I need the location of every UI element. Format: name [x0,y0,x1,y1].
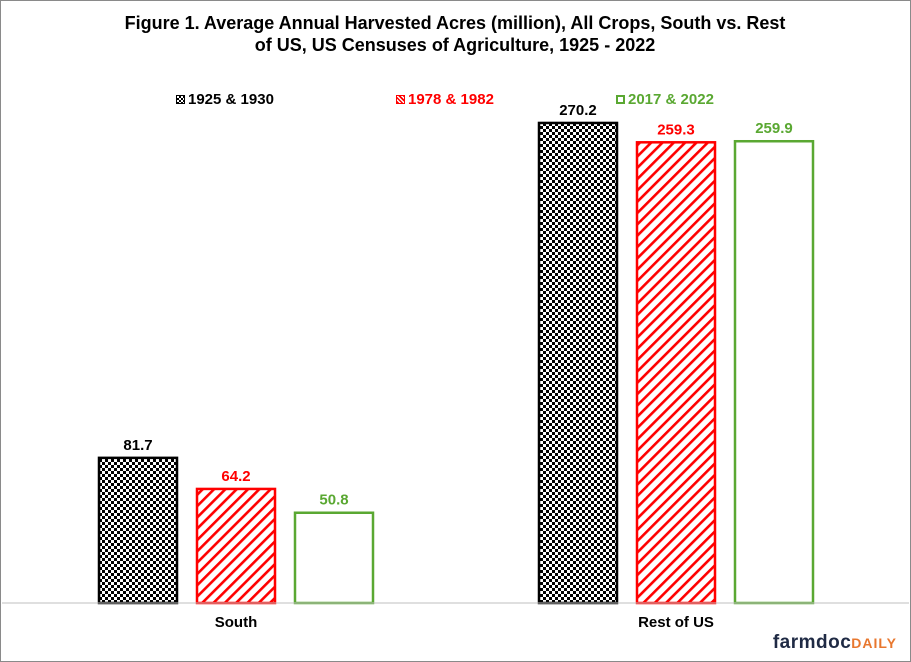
brand-name: farmdoc [772,632,852,653]
chart-title-line-1: Figure 1. Average Annual Harvested Acres… [124,13,786,33]
legend-label-2017-2022: 2017 & 2022 [628,91,714,108]
data-label-south-1978-1982: 64.2 [221,468,250,485]
data-label-rest-of-us-2017-2022: 259.9 [755,120,793,137]
bar-rest-of-us-1978-1982 [635,141,717,605]
x-tick-label-south: South [215,614,258,631]
farmdoc-daily-logo: farmdocDAILY [773,632,897,654]
x-axis: South Rest of US [2,602,909,631]
brand-suffix: DAILY [851,635,897,651]
data-label-rest-of-us-1925-1930: 270.2 [559,102,597,119]
bar-south-1925-1930 [97,456,179,605]
bars-group [97,121,815,605]
x-tick-label-rest-of-us: Rest of US [638,614,714,631]
data-label-south-2017-2022: 50.8 [319,492,348,509]
legend-item-1925-1930: 1925 & 1930 [176,91,274,108]
legend-swatch-checker-icon [176,95,185,104]
bar-south-2017-2022 [293,511,375,605]
chart-title: Figure 1. Average Annual Harvested Acres… [40,12,870,56]
legend-swatch-outline-icon [616,95,625,104]
legend-item-1978-1982: 1978 & 1982 [396,91,494,108]
legend-label-1978-1982: 1978 & 1982 [408,91,494,108]
data-label-south-1925-1930: 81.7 [123,437,152,454]
legend-item-2017-2022: 2017 & 2022 [616,91,714,108]
bar-rest-of-us-1925-1930 [537,121,619,605]
legend-swatch-hatch-icon [396,95,405,104]
bar-south-1978-1982 [195,487,277,605]
chart-legend: 1925 & 1930 1978 & 1982 2017 & 2022 [0,91,911,111]
bar-rest-of-us-2017-2022 [733,139,815,605]
data-labels-group: 81.7 64.2 50.8 270.2 259.3 259.9 [123,102,792,509]
legend-label-1925-1930: 1925 & 1930 [188,91,274,108]
data-label-rest-of-us-1978-1982: 259.3 [657,121,695,138]
chart-title-line-2: of US, US Censuses of Agriculture, 1925 … [254,35,656,55]
